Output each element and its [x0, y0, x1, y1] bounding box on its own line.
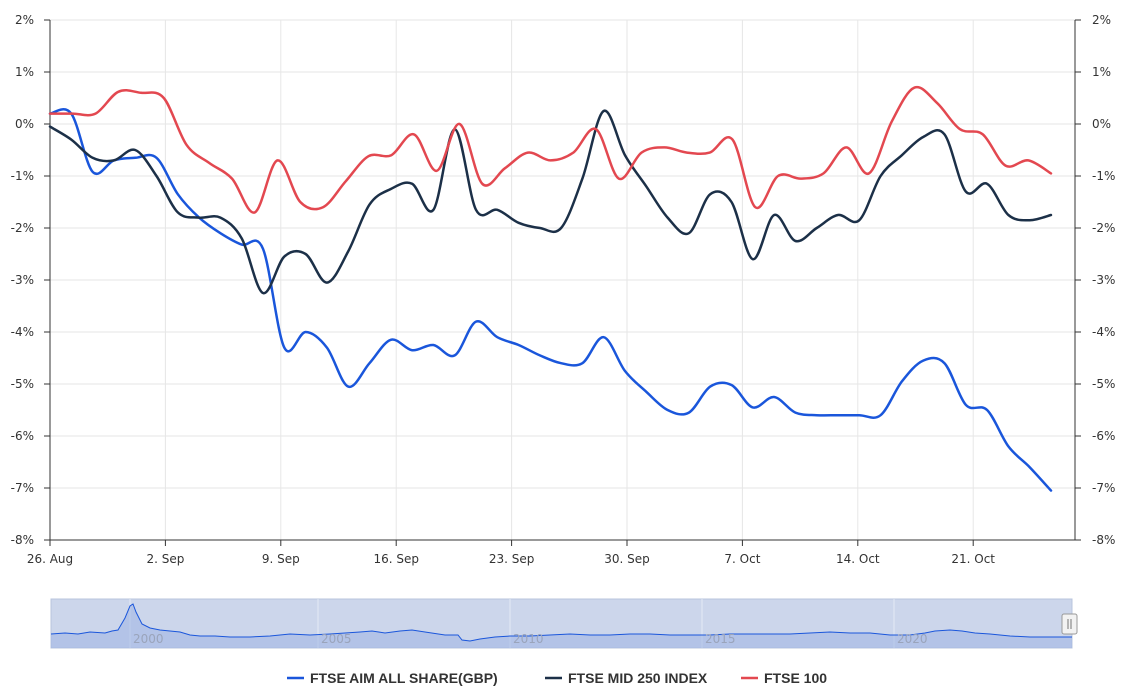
y-tick-label-left: 1%: [15, 65, 34, 79]
y-tick-label-right: 1%: [1092, 65, 1111, 79]
y-tick-label-left: -5%: [11, 377, 34, 391]
x-tick-label: 14. Oct: [836, 552, 880, 566]
y-tick-label-right: -3%: [1092, 273, 1115, 287]
y-tick-label-left: -6%: [11, 429, 34, 443]
legend-item-label[interactable]: FTSE MID 250 INDEX: [568, 670, 708, 686]
y-tick-label-right: -2%: [1092, 221, 1115, 235]
y-tick-label-right: -6%: [1092, 429, 1115, 443]
series-line-ftse-100: [48, 85, 1053, 214]
x-tick-label: 30. Sep: [604, 552, 650, 566]
y-tick-label-left: -4%: [11, 325, 34, 339]
y-tick-label-left: 0%: [15, 117, 34, 131]
navigator-year-label: 2010: [513, 632, 544, 646]
navigator-year-label: 2020: [897, 632, 928, 646]
navigator-series-line: [50, 603, 1072, 642]
y-tick-label-left: -3%: [11, 273, 34, 287]
x-tick-label: 26. Aug: [27, 552, 73, 566]
y-tick-label-left: -7%: [11, 481, 34, 495]
series-line-ftse-aim-all-share: [48, 108, 1053, 492]
x-tick-label: 23. Sep: [489, 552, 535, 566]
navigator[interactable]: 2000 2005 2010 2015 2020: [50, 598, 1078, 649]
y-tick-label-left: -8%: [11, 533, 34, 547]
navigator-year-label: 2015: [705, 632, 736, 646]
y-tick-label-right: -5%: [1092, 377, 1115, 391]
navigator-area: [51, 604, 1072, 648]
y-tick-label-right: 2%: [1092, 13, 1111, 27]
y-tick-label-right: 0%: [1092, 117, 1111, 131]
axes: 2% 2% 1% 1% 0% 0% -1% -1% -2% -2% -3% -3% -4% -4% -5% -…: [11, 13, 1116, 566]
x-tick-label: 9. Sep: [262, 552, 300, 566]
y-tick-label-right: -7%: [1092, 481, 1115, 495]
y-tick-label-right: -8%: [1092, 533, 1115, 547]
navigator-right-handle[interactable]: [1061, 613, 1078, 635]
navigator-year-label: 2005: [321, 632, 352, 646]
x-tick-label: 2. Sep: [146, 552, 184, 566]
x-tick-label: 16. Sep: [373, 552, 419, 566]
y-tick-label-left: -2%: [11, 221, 34, 235]
y-tick-label-left: 2%: [15, 13, 34, 27]
y-tick-label-left: -1%: [11, 169, 34, 183]
series-lines: [48, 85, 1053, 492]
legend-item-label[interactable]: FTSE AIM ALL SHARE(GBP): [310, 670, 498, 686]
series-line-ftse-mid-250: [48, 109, 1053, 295]
legend: FTSE AIM ALL SHARE(GBP) FTSE MID 250 INDE…: [287, 670, 827, 686]
legend-item-label[interactable]: FTSE 100: [764, 670, 827, 686]
x-tick-label: 7. Oct: [724, 552, 760, 566]
y-tick-label-right: -4%: [1092, 325, 1115, 339]
y-tick-label-right: -1%: [1092, 169, 1115, 183]
x-tick-label: 21. Oct: [951, 552, 995, 566]
navigator-year-label: 2000: [133, 632, 164, 646]
